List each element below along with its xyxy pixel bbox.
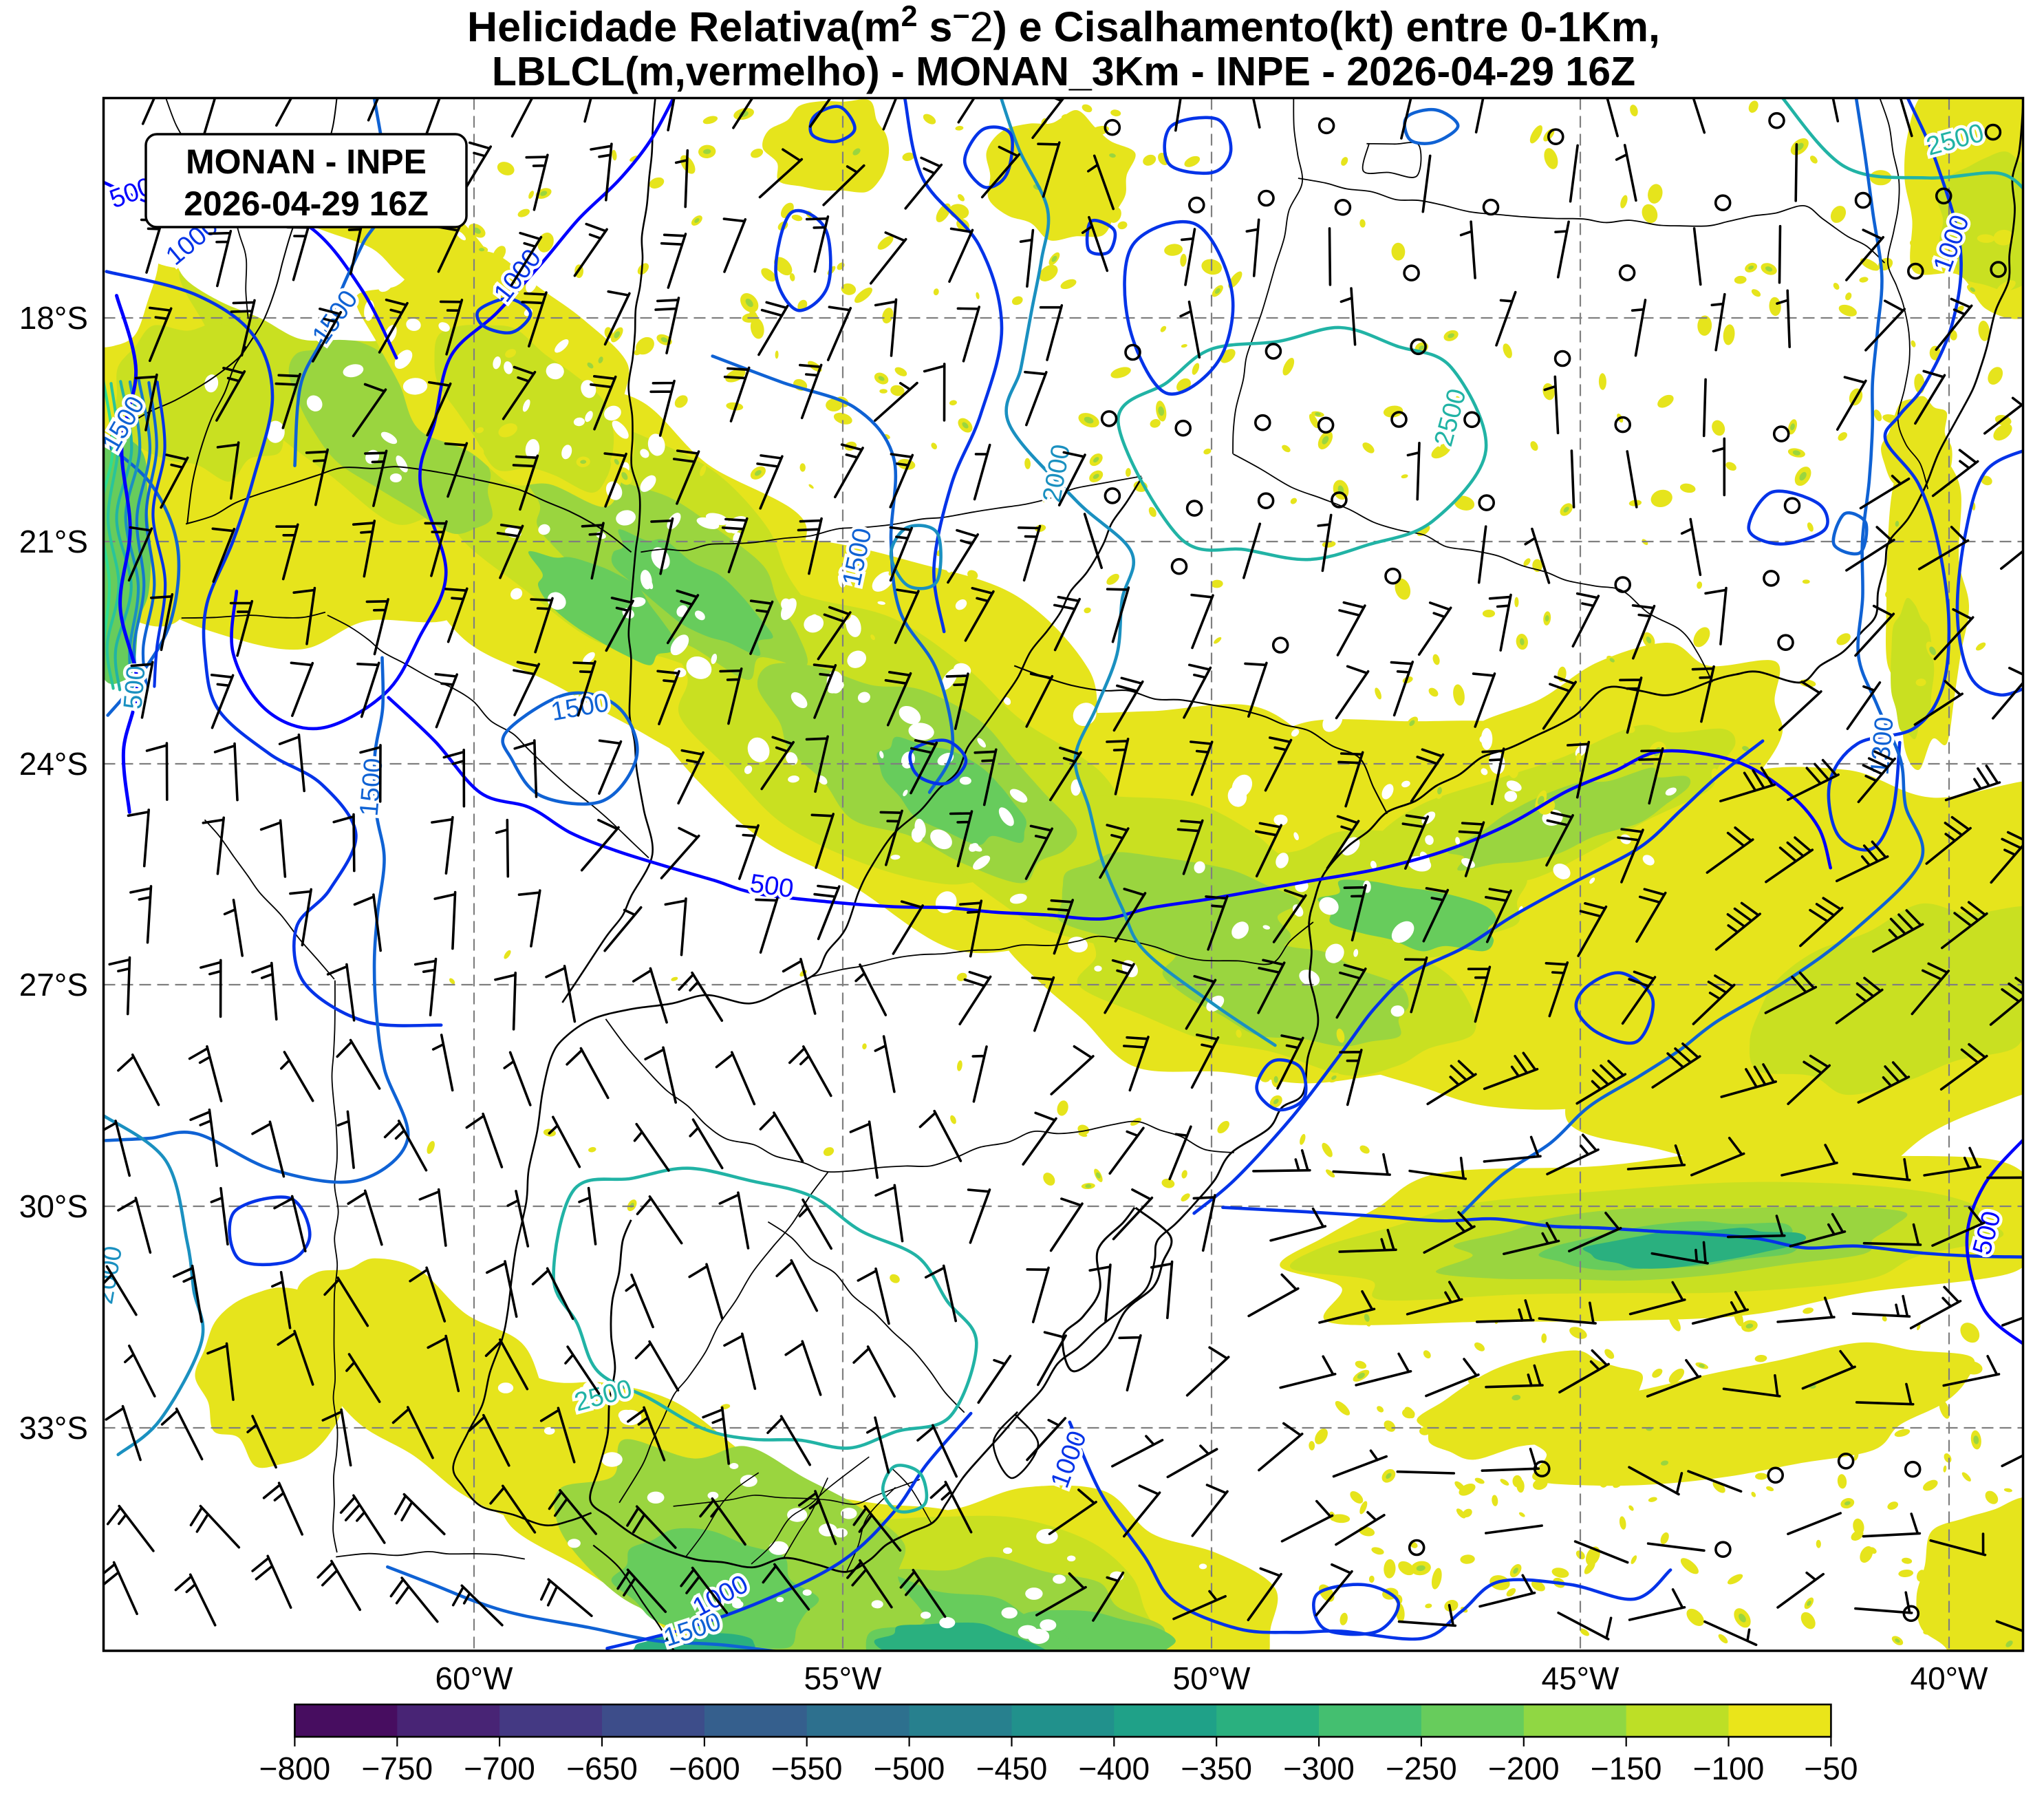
svg-text:Helicidade Relativa(m2 s−2) e: Helicidade Relativa(m2 s−2) e Cisalhamen… bbox=[467, 0, 1660, 50]
svg-text:500: 500 bbox=[748, 869, 795, 903]
svg-text:−250: −250 bbox=[1386, 1751, 1457, 1786]
svg-text:1500: 1500 bbox=[354, 757, 388, 817]
svg-text:−700: −700 bbox=[464, 1751, 535, 1786]
svg-text:−350: −350 bbox=[1181, 1751, 1252, 1786]
svg-text:−600: −600 bbox=[669, 1751, 740, 1786]
svg-text:55°W: 55°W bbox=[804, 1660, 883, 1696]
svg-text:1300: 1300 bbox=[1865, 716, 1899, 776]
svg-text:60°W: 60°W bbox=[435, 1660, 514, 1696]
svg-text:−550: −550 bbox=[771, 1751, 843, 1786]
svg-text:45°W: 45°W bbox=[1542, 1660, 1620, 1696]
svg-text:LBLCL(m,vermelho) - MONAN_3Km: LBLCL(m,vermelho) - MONAN_3Km - INPE - 2… bbox=[492, 49, 1635, 94]
svg-text:−750: −750 bbox=[361, 1751, 433, 1786]
svg-text:500: 500 bbox=[118, 665, 151, 711]
svg-text:−500: −500 bbox=[874, 1751, 945, 1786]
svg-text:33°S: 33°S bbox=[19, 1410, 88, 1446]
svg-text:18°S: 18°S bbox=[19, 300, 88, 336]
svg-text:50°W: 50°W bbox=[1173, 1660, 1251, 1696]
svg-text:−450: −450 bbox=[976, 1751, 1048, 1786]
svg-text:2026-04-29 16Z: 2026-04-29 16Z bbox=[184, 184, 429, 223]
svg-text:MONAN - INPE: MONAN - INPE bbox=[186, 142, 427, 181]
svg-text:−50: −50 bbox=[1804, 1751, 1858, 1786]
svg-text:24°S: 24°S bbox=[19, 746, 88, 782]
svg-text:40°W: 40°W bbox=[1911, 1660, 1989, 1696]
svg-text:27°S: 27°S bbox=[19, 967, 88, 1003]
svg-text:−100: −100 bbox=[1693, 1751, 1765, 1786]
svg-text:−150: −150 bbox=[1591, 1751, 1662, 1786]
svg-text:−400: −400 bbox=[1078, 1751, 1150, 1786]
svg-text:−800: −800 bbox=[259, 1751, 331, 1786]
svg-text:−650: −650 bbox=[566, 1751, 638, 1786]
svg-text:21°S: 21°S bbox=[19, 524, 88, 559]
svg-text:30°S: 30°S bbox=[19, 1188, 88, 1224]
svg-text:−300: −300 bbox=[1283, 1751, 1355, 1786]
svg-text:−200: −200 bbox=[1488, 1751, 1560, 1786]
